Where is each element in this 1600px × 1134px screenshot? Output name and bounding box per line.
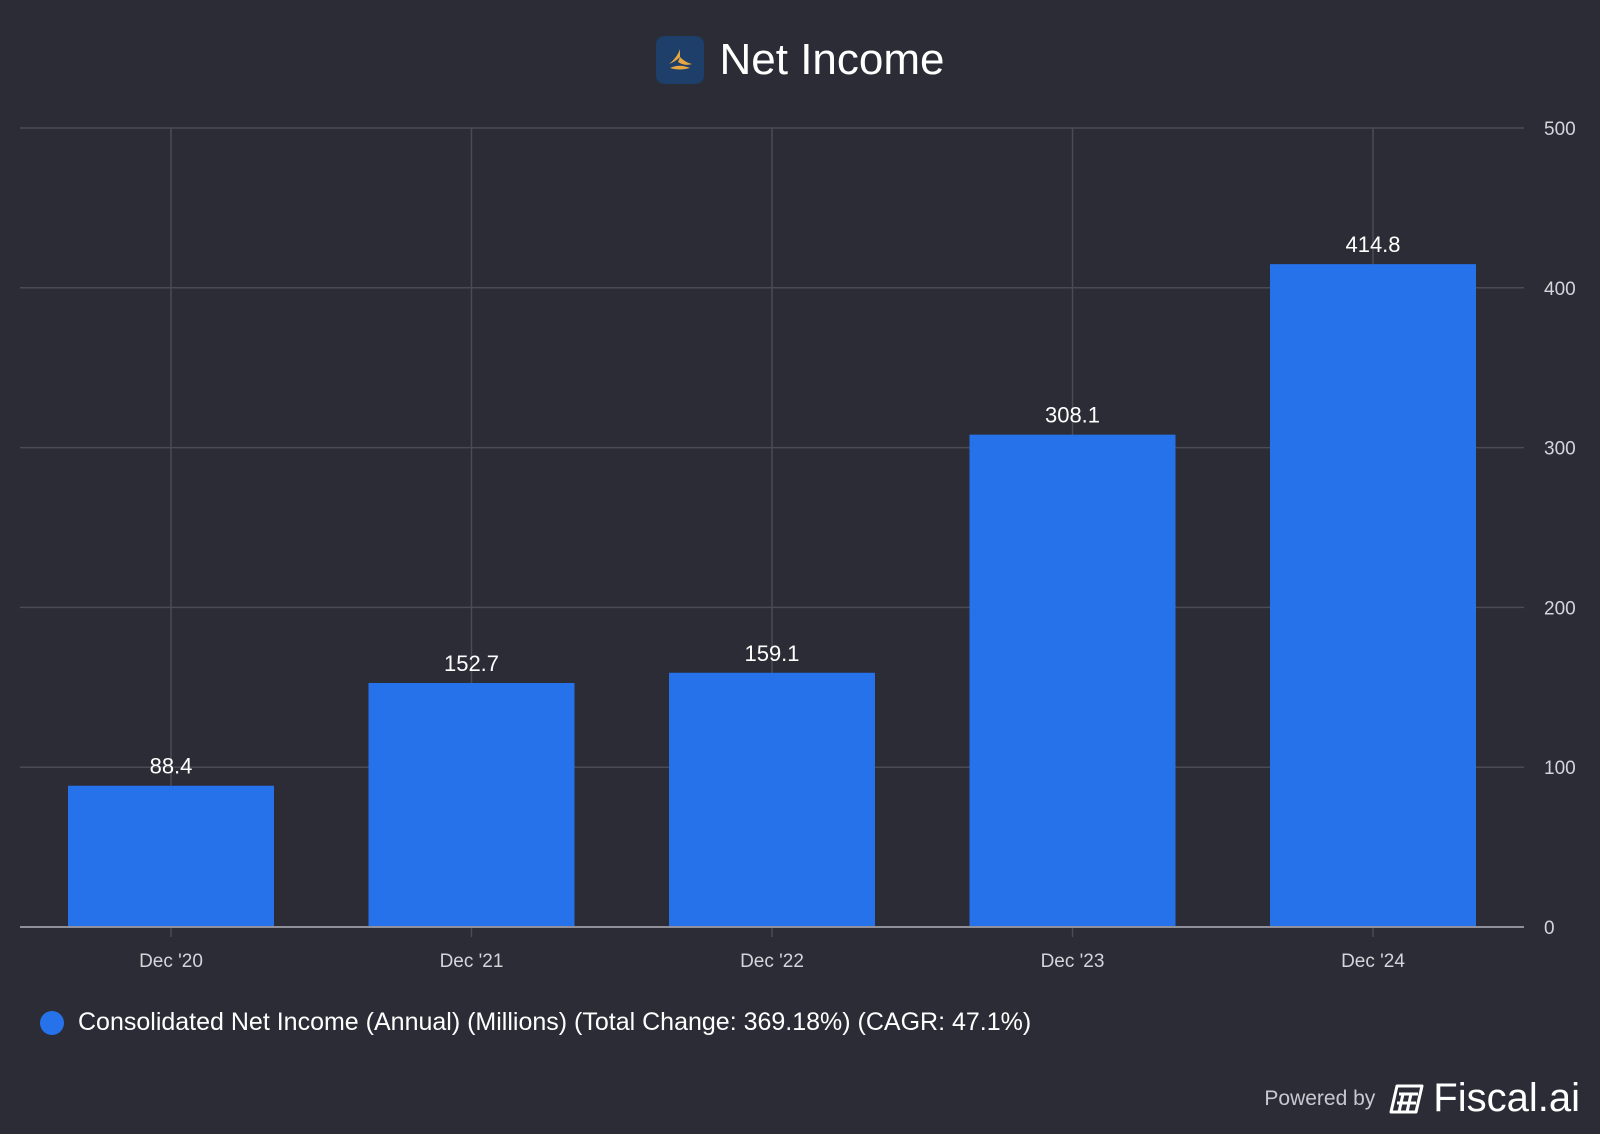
chart-header: Net Income <box>0 28 1600 92</box>
chart-title: Net Income <box>719 35 945 84</box>
data-label: 308.1 <box>1045 403 1100 428</box>
company-logo-icon <box>655 36 704 84</box>
data-label: 152.7 <box>444 651 499 676</box>
legend-marker <box>40 1010 64 1035</box>
y-tick-label: 400 <box>1544 279 1576 300</box>
bar[interactable] <box>1270 264 1476 927</box>
powered-by-text: Powered by <box>1264 1086 1376 1110</box>
x-tick-label: Dec '20 <box>139 951 203 972</box>
x-tick-label: Dec '21 <box>440 951 504 972</box>
y-tick-label: 300 <box>1544 439 1576 460</box>
bar[interactable] <box>368 682 575 927</box>
y-tick-label: 500 <box>1544 119 1576 140</box>
y-tick-label: 200 <box>1544 598 1576 619</box>
footer: Powered by Fiscal.ai <box>1264 1076 1580 1121</box>
bar[interactable] <box>669 672 875 927</box>
x-tick-label: Dec '24 <box>1341 951 1405 972</box>
data-label: 159.1 <box>744 641 799 666</box>
y-tick-label: 100 <box>1544 758 1576 779</box>
brand-name: Fiscal.ai <box>1433 1076 1580 1120</box>
bar[interactable] <box>68 785 274 927</box>
x-tick-label: Dec '22 <box>740 951 804 972</box>
bar-chart: 0 100 200 300 400 500 88.4 Dec '20 152.7 Dec '21 1… <box>20 119 1576 972</box>
bar[interactable] <box>969 434 1176 927</box>
data-label: 88.4 <box>150 754 193 779</box>
x-tick-label: Dec '23 <box>1041 951 1105 972</box>
y-tick-label: 0 <box>1544 918 1555 939</box>
legend[interactable]: Consolidated Net Income (Annual) (Millio… <box>40 1008 1031 1037</box>
legend-label: Consolidated Net Income (Annual) (Millio… <box>78 1008 1032 1036</box>
data-label: 414.8 <box>1345 232 1400 257</box>
fiscal-logo-icon <box>1389 1084 1424 1113</box>
brand[interactable]: Fiscal.ai <box>1387 1076 1580 1121</box>
